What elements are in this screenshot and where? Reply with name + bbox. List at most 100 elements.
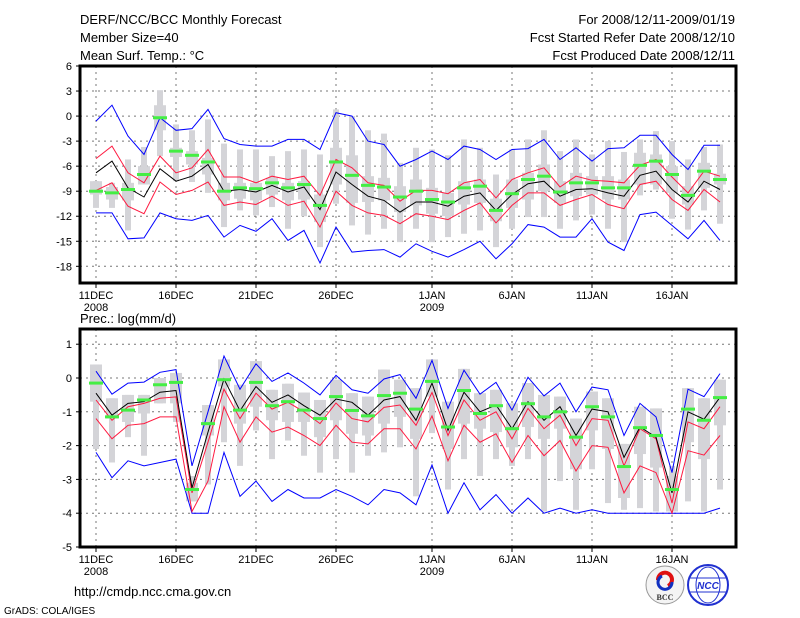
x-tick-year-label: 2008 bbox=[84, 566, 108, 578]
ensemble-box bbox=[266, 177, 278, 195]
ensemble-box bbox=[442, 192, 454, 217]
x-tick-label: 6JAN bbox=[499, 290, 526, 302]
observation-marker bbox=[377, 185, 391, 189]
observation-marker bbox=[585, 181, 599, 185]
observation-marker bbox=[105, 415, 119, 419]
observation-marker bbox=[329, 395, 343, 399]
ensemble-box bbox=[490, 389, 502, 433]
ensemble-box bbox=[586, 391, 598, 431]
ensemble-box bbox=[218, 359, 230, 387]
lower-inner-line bbox=[95, 405, 721, 515]
ensemble-box bbox=[458, 181, 470, 205]
observation-marker bbox=[521, 402, 535, 406]
plot-frame bbox=[78, 327, 738, 549]
plot-frame bbox=[78, 64, 738, 285]
observation-marker bbox=[217, 378, 231, 382]
ensemble-box bbox=[330, 147, 342, 185]
max-envelope-line bbox=[95, 354, 721, 473]
y-tick-label: -6 bbox=[62, 161, 72, 173]
ensemble-box bbox=[634, 406, 646, 455]
observation-marker bbox=[681, 193, 695, 197]
ensemble-box bbox=[426, 359, 438, 397]
ensemble-range-bar bbox=[557, 396, 563, 482]
y-tick-label: -12 bbox=[56, 211, 72, 223]
observation-marker bbox=[649, 433, 663, 437]
ensemble-box bbox=[506, 403, 518, 448]
observation-marker bbox=[409, 189, 423, 193]
observation-marker bbox=[569, 435, 583, 439]
precip-chart-title: Prec.: log(mm/d) bbox=[80, 311, 176, 326]
observation-marker bbox=[505, 427, 519, 431]
y-tick-label: -1 bbox=[62, 407, 72, 419]
ensemble-range-bar bbox=[477, 393, 483, 477]
x-tick-label: 16JAN bbox=[655, 554, 688, 566]
y-tick-label: -3 bbox=[62, 136, 72, 148]
observation-marker bbox=[617, 465, 631, 469]
x-tick-label: 11DEC bbox=[79, 554, 114, 566]
ensemble-box bbox=[714, 379, 726, 426]
x-tick-label: 21DEC bbox=[238, 290, 274, 302]
observation-marker bbox=[249, 187, 263, 191]
ensemble-range-bar bbox=[717, 379, 723, 490]
observation-marker bbox=[265, 181, 279, 185]
ensemble-box bbox=[298, 392, 310, 422]
observation-marker bbox=[313, 417, 327, 421]
x-tick-label: 11JAN bbox=[576, 554, 608, 566]
ensemble-box bbox=[250, 361, 262, 407]
ensemble-box bbox=[570, 418, 582, 470]
start-date: Fcst Started Refer Date 2008/12/10 bbox=[530, 30, 735, 45]
bcc-logo-text: BCC bbox=[657, 593, 674, 602]
ensemble-range-bar bbox=[221, 359, 227, 443]
observation-marker bbox=[409, 407, 423, 411]
observation-marker bbox=[105, 191, 119, 195]
observation-marker bbox=[393, 391, 407, 395]
ensemble-box bbox=[394, 379, 406, 417]
y-tick-label: 1 bbox=[66, 339, 72, 351]
observation-marker bbox=[713, 396, 727, 400]
observation-marker bbox=[425, 379, 439, 383]
ensemble-box bbox=[202, 405, 214, 436]
observation-marker bbox=[329, 160, 343, 164]
ensemble-range-bar bbox=[541, 394, 547, 512]
observation-marker bbox=[249, 380, 263, 384]
x-tick-label: 6JAN bbox=[499, 554, 526, 566]
observation-marker bbox=[713, 178, 727, 182]
ensemble-box bbox=[458, 368, 470, 424]
ensemble-box bbox=[170, 372, 182, 404]
footer-url[interactable]: http://cmdp.ncc.cma.gov.cn bbox=[74, 584, 231, 599]
observation-marker bbox=[169, 380, 183, 384]
ensemble-box bbox=[474, 393, 486, 429]
ensemble-box bbox=[122, 182, 134, 201]
ensemble-box bbox=[618, 179, 630, 200]
observation-marker bbox=[441, 425, 455, 429]
observation-marker bbox=[569, 181, 583, 185]
x-tick-label: 16DEC bbox=[158, 554, 194, 566]
observation-marker bbox=[393, 195, 407, 199]
observation-marker bbox=[649, 159, 663, 163]
ensemble-range-bar bbox=[237, 149, 243, 211]
x-tick-year-label: 2009 bbox=[420, 566, 444, 578]
ensemble-box bbox=[618, 443, 630, 498]
observation-marker bbox=[345, 173, 359, 177]
x-tick-label: 11DEC bbox=[79, 290, 114, 302]
y-tick-label: -15 bbox=[56, 236, 72, 248]
ensemble-box bbox=[698, 162, 710, 188]
x-tick-year-label: 2009 bbox=[420, 302, 444, 314]
y-tick-label: 0 bbox=[66, 373, 72, 385]
observation-marker bbox=[537, 174, 551, 178]
observation-marker bbox=[537, 415, 551, 419]
observation-marker bbox=[281, 400, 295, 404]
observation-marker bbox=[697, 169, 711, 173]
produced-date: Fcst Produced Date 2008/12/11 bbox=[552, 48, 735, 63]
observation-marker bbox=[457, 186, 471, 190]
ensemble-range-bar bbox=[205, 119, 211, 193]
observation-marker bbox=[201, 160, 215, 164]
observation-marker bbox=[441, 200, 455, 204]
observation-marker bbox=[457, 389, 471, 393]
y-tick-label: -2 bbox=[62, 441, 72, 453]
y-tick-label: -18 bbox=[56, 261, 72, 273]
observation-marker bbox=[361, 414, 375, 418]
